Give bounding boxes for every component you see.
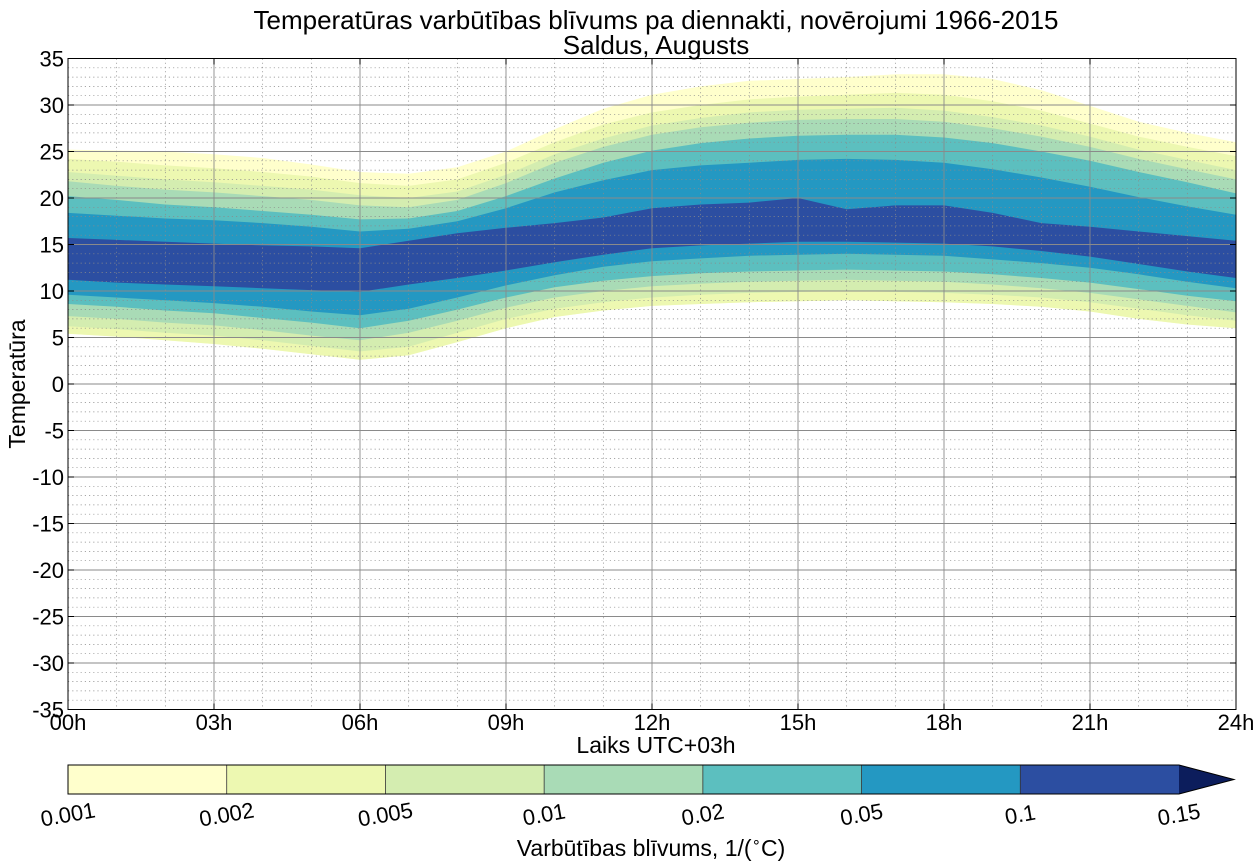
x-tick-label: 12h: [634, 710, 671, 735]
colorbar-segment: [702, 765, 862, 794]
colorbar-tick-label: 0.1: [1003, 800, 1037, 830]
colorbar-label-text: Varbūtības blīvums, 1/(: [517, 835, 752, 861]
colorbar-tick-label: 0.005: [356, 797, 415, 831]
chart-title: Temperatūras varbūtības blīvums pa dienn…: [253, 5, 1058, 35]
x-tick-label: 03h: [196, 710, 233, 735]
y-axis-label: Temperatūra: [4, 319, 30, 448]
y-tick-label: -20: [32, 558, 64, 583]
y-tick-label: 25: [40, 140, 64, 165]
y-tick-label: -10: [32, 465, 64, 490]
x-tick-label: 06h: [342, 710, 379, 735]
colorbar-segment: [861, 765, 1021, 794]
y-tick-label: -25: [32, 605, 64, 630]
colorbar-segment: [385, 765, 545, 794]
colorbar: 0.001 0.002 0.005 0.01 0.02 0.05 0.1 0.15: [39, 764, 1236, 832]
y-axis-ticks: 35 30 25 20 15 10 5 0 -5 -10 -15 -20 -25 -30 -35: [32, 47, 1236, 723]
x-tick-label: 09h: [488, 710, 525, 735]
colorbar-tick-label: 0.01: [521, 798, 568, 830]
colorbar-segment: [226, 765, 386, 794]
x-axis-ticks: 00h 03h 06h 09h 12h 15h 18h 21h 24h: [50, 58, 1255, 735]
y-tick-label: 10: [40, 279, 64, 304]
y-tick-label: 35: [40, 47, 64, 72]
grid-lines: [68, 58, 1236, 710]
colorbar-tick-label: 0.02: [680, 798, 727, 830]
y-tick-label: -15: [32, 512, 64, 537]
y-tick-label: -35: [32, 698, 64, 723]
y-tick-label: 30: [40, 93, 64, 118]
x-tick-label: 21h: [1072, 710, 1109, 735]
y-tick-label: 15: [40, 233, 64, 258]
colorbar-outline: [67, 764, 1236, 795]
chart-subtitle: Saldus, Augusts: [563, 30, 749, 60]
colorbar-label-end: C): [761, 835, 785, 861]
x-axis-label: Laiks UTC+03h: [576, 732, 735, 758]
x-tick-label: 24h: [1218, 710, 1255, 735]
y-tick-label: 5: [52, 326, 64, 351]
colorbar-tick-label: 0.002: [197, 797, 256, 831]
colorbar-label-degree: ∘: [752, 834, 761, 851]
y-tick-label: 0: [52, 372, 64, 397]
colorbar-segment: [68, 765, 227, 794]
x-tick-label: 00h: [50, 710, 87, 735]
y-tick-label: -30: [32, 651, 64, 676]
y-tick-label: 20: [40, 186, 64, 211]
colorbar-tick-label: 0.001: [39, 797, 98, 831]
colorbar-tick-label: 0.15: [1156, 798, 1203, 830]
colorbar-segment: [1020, 765, 1179, 794]
x-tick-label: 15h: [780, 710, 817, 735]
colorbar-segment: [544, 765, 703, 794]
colorbar-label: Varbūtības blīvums, 1/(∘C): [517, 834, 785, 861]
y-tick-label: -5: [44, 419, 64, 444]
colorbar-extend-arrow: [1179, 765, 1234, 794]
x-tick-label: 18h: [926, 710, 963, 735]
colorbar-tick-label: 0.05: [838, 798, 885, 830]
